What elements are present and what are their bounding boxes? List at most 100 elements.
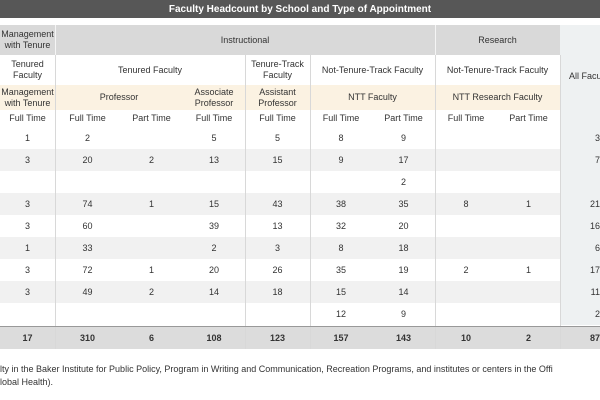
grand-total: 157	[310, 327, 372, 349]
table-cell: 3	[0, 281, 55, 303]
row-total: 179	[560, 259, 600, 281]
table-cell	[497, 149, 560, 171]
table-cell: 5	[245, 127, 310, 149]
table-cell: 1	[497, 259, 560, 281]
rank-header: Assistant Professor	[245, 85, 310, 110]
table-cell: 9	[372, 303, 435, 325]
column-separator	[435, 55, 436, 349]
column-separator	[310, 55, 311, 349]
grand-total: 2	[497, 327, 560, 349]
table-cell: 1	[120, 259, 183, 281]
table-cell	[120, 237, 183, 259]
row-total: 218	[560, 193, 600, 215]
table-cell: 8	[310, 237, 372, 259]
all-faculty-header: All Faculty	[560, 25, 600, 127]
rank-header: Associate Professor	[183, 85, 245, 110]
table-cell	[55, 171, 120, 193]
table-cell: 13	[245, 215, 310, 237]
table-cell: 3	[0, 149, 55, 171]
time-header: Part Time	[120, 110, 183, 127]
table-cell	[497, 303, 560, 325]
column-separator	[245, 55, 246, 349]
type-header: Tenured Faculty	[55, 55, 245, 85]
row-total: 2	[560, 171, 600, 193]
table-cell: 18	[372, 237, 435, 259]
grand-total: 17	[0, 327, 55, 349]
table-cell: 1	[0, 127, 55, 149]
table-cell	[120, 171, 183, 193]
table-cell	[245, 171, 310, 193]
row-separator	[0, 326, 600, 327]
table-cell	[435, 303, 497, 325]
table-cell: 2	[120, 149, 183, 171]
table-cell: 15	[183, 193, 245, 215]
table-cell: 3	[0, 259, 55, 281]
row-total: 115	[560, 281, 600, 303]
column-separator	[560, 55, 561, 349]
table-cell	[55, 303, 120, 325]
grand-total: 876	[560, 327, 600, 349]
table-cell: 14	[183, 281, 245, 303]
row-total: 21	[560, 303, 600, 325]
table-cell	[497, 281, 560, 303]
time-header: Full Time	[55, 110, 120, 127]
table-cell: 35	[310, 259, 372, 281]
table-cell	[497, 171, 560, 193]
table-cell	[0, 303, 55, 325]
table-cell: 2	[55, 127, 120, 149]
type-header: Not-Tenure-Track Faculty	[310, 55, 435, 85]
table-cell: 15	[245, 149, 310, 171]
table-cell	[183, 303, 245, 325]
table-cell: 1	[0, 237, 55, 259]
grand-total: 123	[245, 327, 310, 349]
table-cell: 3	[0, 215, 55, 237]
time-header: Part Time	[497, 110, 560, 127]
table-cell: 49	[55, 281, 120, 303]
table-cell	[120, 215, 183, 237]
table-cell: 13	[183, 149, 245, 171]
table-cell	[183, 171, 245, 193]
table-cell	[497, 215, 560, 237]
column-separator	[55, 25, 56, 55]
rank-header: NTT Research Faculty	[435, 85, 560, 110]
time-header: Full Time	[0, 110, 55, 127]
table-cell: 14	[372, 281, 435, 303]
rank-header: Professor	[55, 85, 183, 110]
table-cell: 18	[245, 281, 310, 303]
table-cell	[310, 171, 372, 193]
table-cell: 2	[435, 259, 497, 281]
table-cell: 1	[120, 193, 183, 215]
table-cell: 39	[183, 215, 245, 237]
table-cell	[435, 127, 497, 149]
table-title: Faculty Headcount by School and Type of …	[0, 0, 600, 18]
table-cell: 35	[372, 193, 435, 215]
table-cell: 9	[310, 149, 372, 171]
footnote: lty in the Baker Institute for Public Po…	[0, 364, 553, 374]
time-header: Full Time	[310, 110, 372, 127]
table-cell	[120, 127, 183, 149]
time-header: Part Time	[372, 110, 435, 127]
time-header: Full Time	[183, 110, 245, 127]
type-header: Tenure-Track Faculty	[245, 55, 310, 85]
row-total: 30	[560, 127, 600, 149]
row-total: 65	[560, 237, 600, 259]
table-cell: 1	[497, 193, 560, 215]
table-cell: 32	[310, 215, 372, 237]
column-separator	[55, 55, 56, 349]
table-cell: 74	[55, 193, 120, 215]
row-total: 167	[560, 215, 600, 237]
column-separator	[435, 25, 436, 55]
table-cell: 3	[0, 193, 55, 215]
table-cell	[0, 171, 55, 193]
table-cell: 8	[310, 127, 372, 149]
table-cell: 20	[183, 259, 245, 281]
table-cell	[497, 127, 560, 149]
time-header: Full Time	[245, 110, 310, 127]
table-cell: 60	[55, 215, 120, 237]
table-cell: 2	[372, 171, 435, 193]
group-header: Instructional	[55, 25, 435, 55]
table-cell	[120, 303, 183, 325]
table-cell: 20	[372, 215, 435, 237]
table-cell: 8	[435, 193, 497, 215]
table-cell	[245, 303, 310, 325]
